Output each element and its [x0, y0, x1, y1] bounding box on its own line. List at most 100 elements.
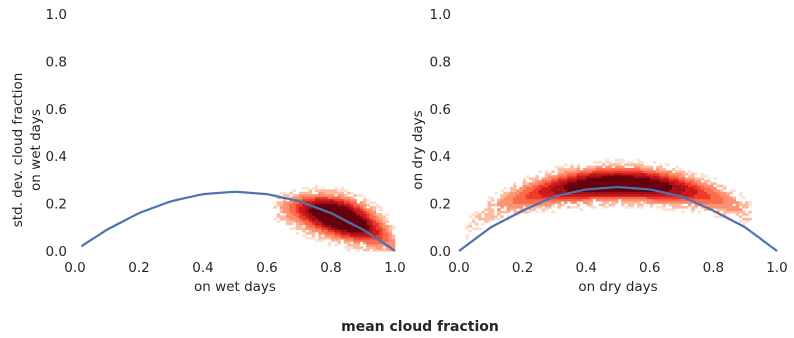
density-cell — [595, 160, 600, 164]
density-cell — [665, 179, 670, 183]
density-cell — [722, 210, 727, 214]
density-cell — [363, 224, 367, 228]
density-cell — [726, 201, 730, 204]
density-cell — [331, 222, 335, 226]
density-cell — [563, 196, 568, 200]
density-cell — [295, 227, 300, 230]
density-cell — [289, 227, 293, 230]
density-cell — [713, 182, 717, 185]
density-cell — [532, 184, 536, 188]
density-cell — [681, 187, 686, 190]
density-cell — [684, 172, 689, 176]
density-cell — [687, 175, 692, 178]
density-cell — [633, 163, 638, 166]
density-cell — [337, 232, 341, 235]
density-cell — [640, 160, 644, 164]
density-cell — [557, 179, 562, 183]
density-cell — [722, 213, 727, 216]
density-cell — [624, 189, 628, 193]
density-cell — [327, 243, 332, 247]
density-cell — [548, 184, 552, 188]
density-cell — [563, 184, 568, 188]
density-cell — [662, 172, 666, 176]
density-cell — [697, 177, 701, 181]
density-cell — [710, 203, 714, 207]
density-cell — [363, 215, 367, 219]
density-cell — [627, 170, 632, 174]
density-cell — [353, 222, 357, 226]
density-cell — [321, 205, 325, 209]
density-cell — [652, 177, 657, 181]
density-cell — [299, 222, 303, 226]
density-cell — [726, 203, 730, 207]
density-cell — [602, 184, 606, 188]
left-overlay-curve — [80, 190, 396, 252]
density-cell — [637, 198, 641, 202]
density-cell — [375, 234, 380, 238]
density-cell — [649, 191, 654, 195]
density-cell — [331, 215, 335, 219]
density-cell — [385, 232, 389, 235]
density-cell — [347, 191, 351, 195]
density-cell — [541, 201, 546, 204]
density-cell — [535, 187, 539, 190]
density-cell — [608, 172, 612, 176]
density-cell — [347, 210, 351, 214]
density-cell — [605, 172, 609, 176]
density-cell — [675, 198, 679, 202]
density-cell — [528, 194, 533, 197]
density-cell — [343, 198, 348, 202]
density-cell — [324, 194, 329, 197]
density-cell — [279, 205, 284, 209]
density-cell — [513, 191, 517, 195]
density-cell — [589, 175, 593, 178]
density-cell — [586, 203, 590, 207]
y-tick-label: 0.4 — [430, 149, 451, 165]
density-cell — [713, 201, 717, 204]
density-cell — [592, 194, 597, 197]
density-cell — [516, 203, 520, 207]
density-cell — [633, 189, 638, 193]
density-cell — [528, 203, 533, 207]
density-cell — [356, 220, 361, 223]
density-cell — [516, 189, 520, 193]
density-cell — [379, 220, 383, 223]
density-cell — [678, 179, 682, 183]
density-cell — [551, 189, 555, 193]
density-cell — [372, 227, 377, 230]
density-cell — [716, 184, 721, 188]
density-cell — [618, 189, 622, 193]
density-cell — [618, 158, 622, 162]
density-cell — [668, 170, 673, 174]
density-cell — [554, 198, 558, 202]
density-cell — [388, 227, 393, 230]
density-cell — [684, 177, 689, 181]
density-cell — [385, 248, 389, 252]
density-cell — [643, 184, 647, 188]
density-cell — [598, 179, 603, 183]
density-cell — [308, 208, 313, 212]
density-cell — [350, 208, 354, 212]
density-cell — [548, 189, 552, 193]
density-cell — [656, 172, 660, 176]
density-cell — [621, 198, 625, 202]
density-cell — [359, 229, 364, 233]
density-cell — [493, 191, 498, 195]
density-cell — [474, 210, 479, 214]
density-cell — [694, 194, 698, 197]
density-cell — [586, 189, 590, 193]
density-cell — [516, 201, 520, 204]
density-cell — [678, 191, 682, 195]
density-cell — [538, 198, 542, 202]
density-cell — [576, 182, 581, 185]
x-tick-label: 0.2 — [512, 260, 533, 276]
density-cell — [321, 227, 325, 230]
density-cell — [678, 170, 682, 174]
density-cell — [324, 189, 329, 193]
density-cell — [347, 229, 351, 233]
density-cell — [598, 194, 603, 197]
density-cell — [497, 201, 501, 204]
density-cell — [493, 203, 498, 207]
density-cell — [331, 191, 335, 195]
y-tick-label: 0.4 — [46, 149, 67, 165]
